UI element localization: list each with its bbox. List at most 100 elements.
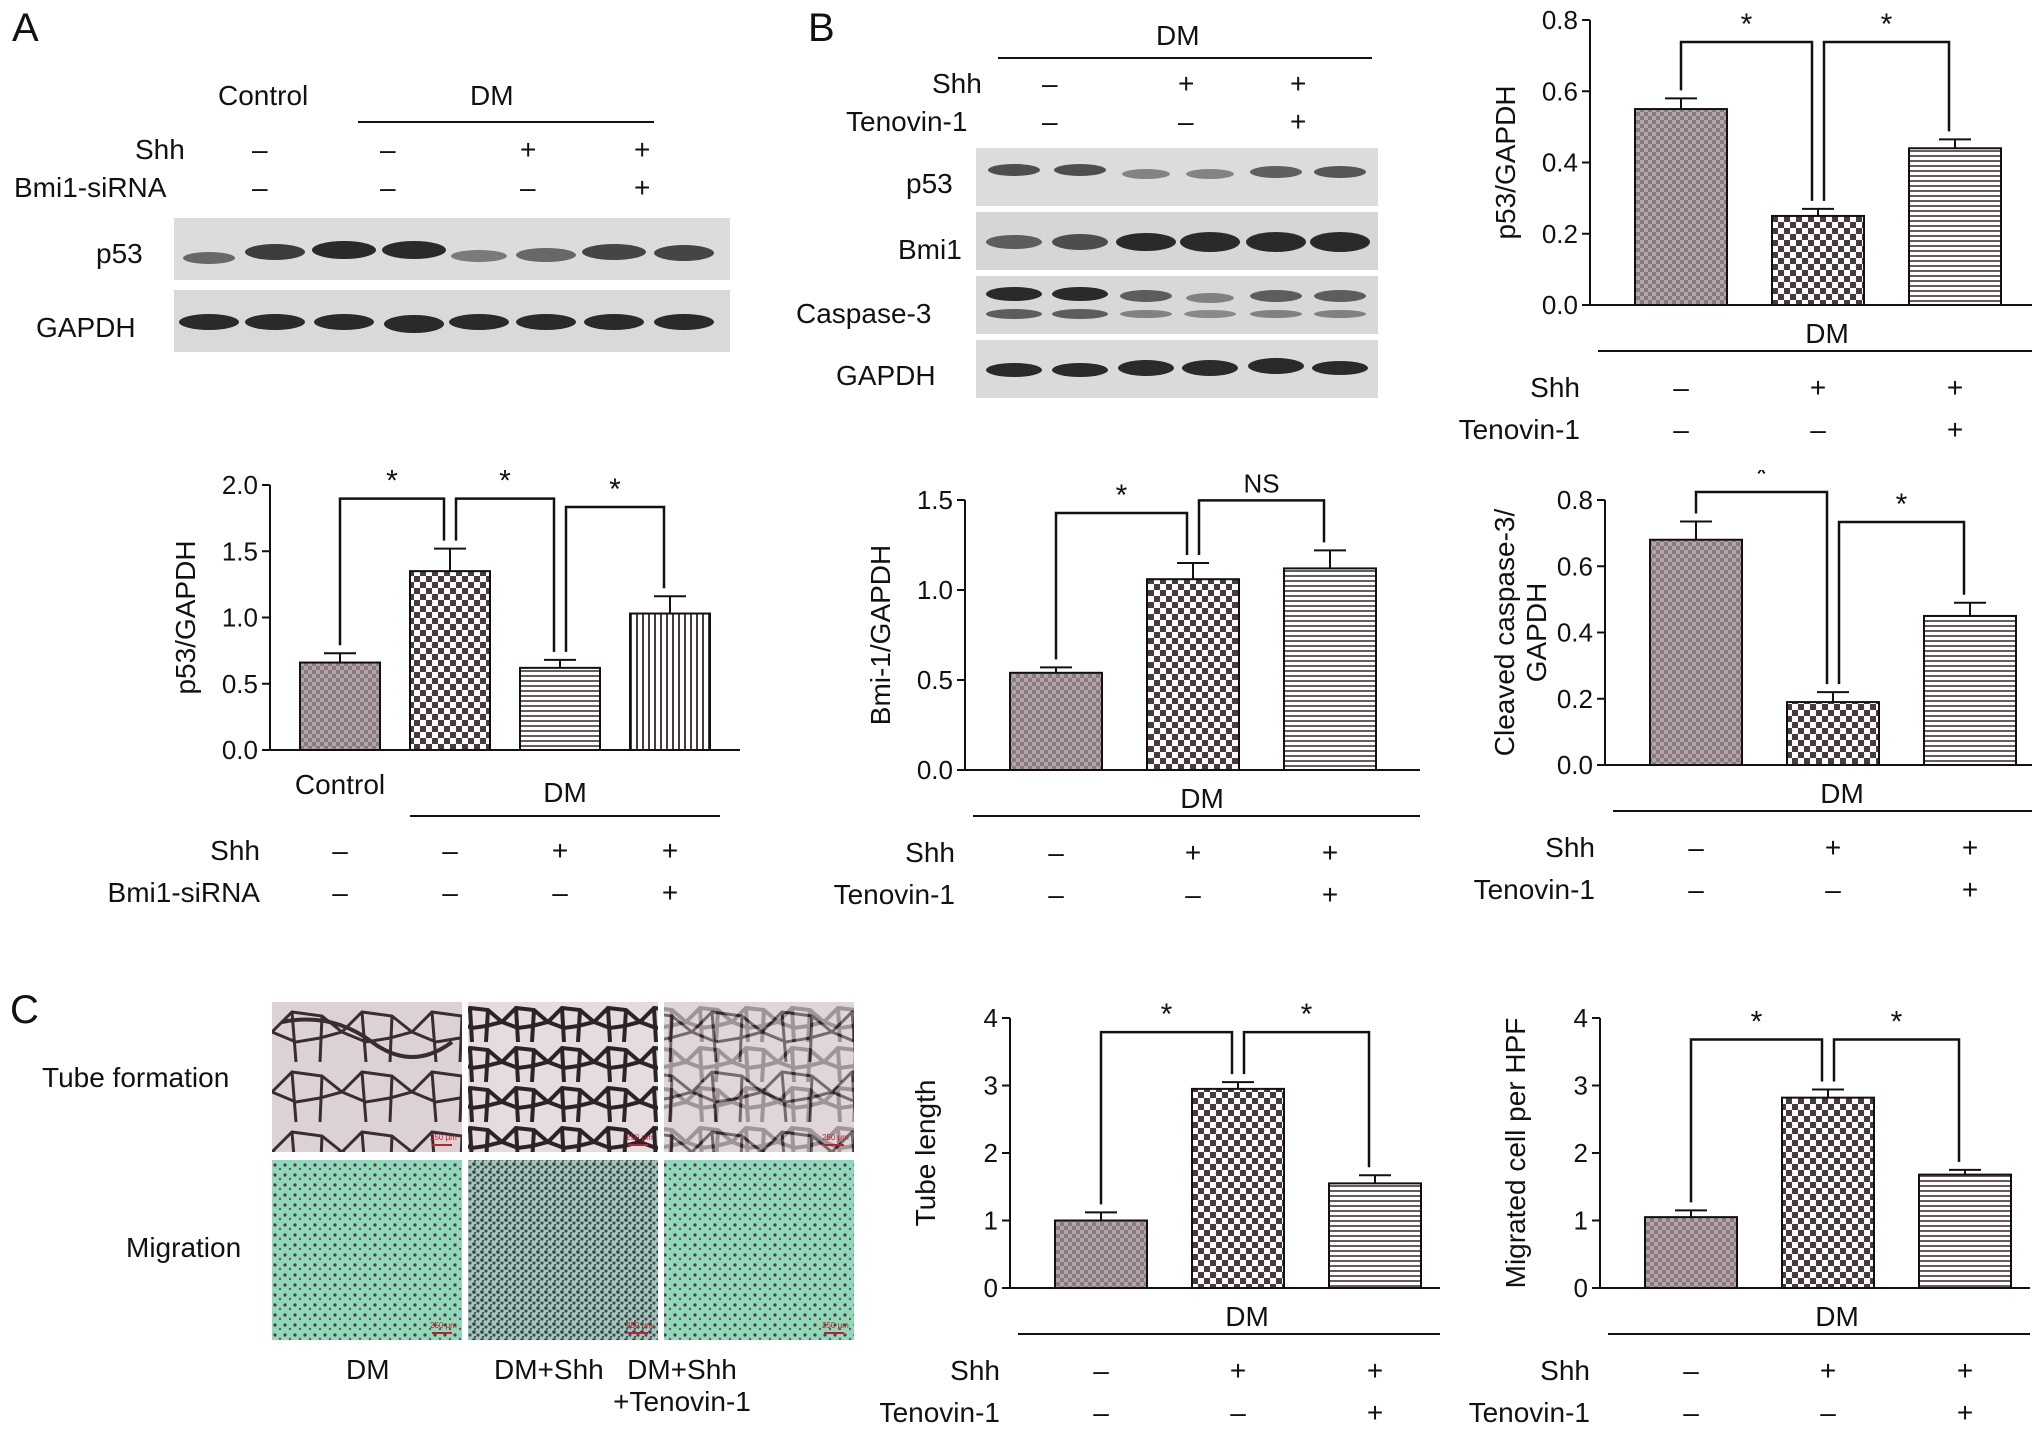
chart-b-bmi1: 0.0 0.5 1.0 1.5 Bmi-1/GAPDH * NS DM Shh – + + Tenovi… <box>834 470 1420 910</box>
y-tick-label: 1.5 <box>222 536 258 566</box>
significance-bracket <box>1822 40 1951 201</box>
blot-a-band-label: GAPDH <box>36 312 136 343</box>
x-sign-label: + <box>1185 837 1201 868</box>
significance-label: * <box>1161 998 1173 1031</box>
x-sign-label: + <box>1367 1355 1383 1386</box>
y-tick-label: 0.5 <box>917 665 953 695</box>
y-axis-label: Cleaved caspase-3/GAPDH <box>1489 509 1552 757</box>
y-tick-label: 0.0 <box>1542 290 1578 320</box>
y-axis-label: Bmi-1/GAPDH <box>865 545 896 725</box>
significance-label: * <box>1896 488 1908 521</box>
significance-bracket <box>1832 1038 1961 1162</box>
x-sign-label: – <box>1048 837 1064 868</box>
x-sign-label: + <box>1230 1355 1246 1386</box>
x-row-label: Shh <box>1545 832 1595 863</box>
x-row-label: Tenovin-1 <box>880 1397 1000 1428</box>
blot-b-band-label: p53 <box>906 168 953 199</box>
sign: – <box>1042 106 1058 137</box>
x-row-label: Bmi1-siRNA <box>108 877 261 908</box>
chart-c-migrated-cells: 0 1 2 3 4 Migrated cell per HPF * * DM Shh – + + Teno… <box>1469 1003 2030 1428</box>
bar <box>1634 108 1728 306</box>
y-axis-label: Tube length <box>910 1080 941 1227</box>
significance-label: * <box>1891 1006 1903 1039</box>
x-sign-label: – <box>552 877 568 908</box>
significance-bracket <box>1054 511 1189 660</box>
sign: + <box>1178 68 1195 99</box>
x-row-label: Tenovin-1 <box>1459 414 1580 445</box>
x-row-label: Shh <box>210 835 260 866</box>
row-label-tube: Tube formation <box>42 1062 230 1093</box>
x-sign-label: – <box>442 835 458 866</box>
y-tick-label: 2 <box>1574 1138 1588 1168</box>
blot-a-dm-label: DM <box>470 80 514 111</box>
blot-a-control-label: Control <box>218 80 309 111</box>
x-sign-label: + <box>1947 372 1963 403</box>
bar <box>299 661 381 751</box>
migration-dm-shh-image <box>468 1160 658 1340</box>
y-tick-label: 1 <box>984 1206 998 1236</box>
blot-a-row-label: Bmi1-siRNA <box>14 172 167 203</box>
x-sign-label: – <box>442 877 458 908</box>
y-tick-label: 0.8 <box>1557 485 1593 515</box>
x-sign-label: + <box>1322 837 1338 868</box>
bar <box>1771 214 1865 306</box>
x-row-label: Shh <box>905 837 955 868</box>
blot-a-row-label: Shh <box>135 134 185 165</box>
x-sign-label: + <box>1820 1355 1836 1386</box>
significance-label: * <box>1881 8 1893 41</box>
significance-label: * <box>1741 8 1753 41</box>
blot-a-dm-line <box>358 121 654 123</box>
y-tick-label: 0.4 <box>1542 148 1578 178</box>
chart-b-p53: 0.0 0.2 0.4 0.6 0.8 p53/GAPDH * * DM Shh – + + Tenovi… <box>1459 5 2032 445</box>
scale-bar-label: 250 μm <box>626 1321 653 1330</box>
x-sign-label: – <box>1688 874 1704 905</box>
significance-bracket <box>1099 1030 1234 1205</box>
y-tick-label: 0.0 <box>1557 750 1593 780</box>
blot-b-image <box>976 148 1378 398</box>
x-row-label: Shh <box>950 1355 1000 1386</box>
blot-a-band-label: p53 <box>96 238 143 269</box>
x-sign-label: – <box>1185 879 1201 910</box>
significance-label: * <box>1301 998 1313 1031</box>
x-sign-label: – <box>1820 1397 1836 1428</box>
micrograph-grid: 250 μm 250 μm 250 μm 250 μm 250 μm 250 μ… <box>272 1002 854 1340</box>
bar <box>1923 614 2017 766</box>
x-sign-label: + <box>1957 1355 1973 1386</box>
bar <box>1786 701 1880 766</box>
y-tick-label: 0.0 <box>222 735 258 765</box>
bar <box>1009 671 1103 771</box>
x-sign-label: – <box>1683 1355 1699 1386</box>
y-tick-label: 1.0 <box>222 603 258 633</box>
significance-label: * <box>1116 479 1128 512</box>
sign: – <box>380 134 396 165</box>
y-tick-label: 0.4 <box>1557 618 1593 648</box>
y-tick-label: 0.6 <box>1542 76 1578 106</box>
significance-bracket <box>338 497 446 646</box>
sign: – <box>252 134 268 165</box>
blot-b-band-label: Caspase-3 <box>796 298 932 329</box>
sign: – <box>1042 68 1058 99</box>
chart-c-tube-length: 0 1 2 3 4 Tube length * * DM Shh – + + Tenovin-1 – – + <box>880 998 1440 1428</box>
sign: + <box>1290 68 1307 99</box>
significance-bracket <box>564 505 666 652</box>
x-sign-label: – <box>1093 1397 1109 1428</box>
x-row-label: Shh <box>1530 372 1580 403</box>
bar <box>1908 147 2002 306</box>
y-tick-label: 0.0 <box>917 755 953 785</box>
x-sign-label: + <box>1962 874 1978 905</box>
migration-dm-shh-tenovin-image <box>664 1160 854 1340</box>
y-tick-label: 4 <box>1574 1003 1588 1033</box>
significance-label: * <box>386 465 398 498</box>
x-sign-label: – <box>332 835 348 866</box>
bar <box>1283 567 1377 772</box>
x-sign-label: + <box>662 835 678 866</box>
blot-b-band-label: GAPDH <box>836 360 936 391</box>
bar <box>1649 538 1743 766</box>
sign: – <box>252 172 268 203</box>
bar <box>1191 1087 1285 1289</box>
y-tick-label: 0 <box>984 1273 998 1303</box>
x-sign-label: + <box>1322 879 1338 910</box>
y-tick-label: 1.0 <box>917 575 953 605</box>
x-sign-label: – <box>1825 874 1841 905</box>
